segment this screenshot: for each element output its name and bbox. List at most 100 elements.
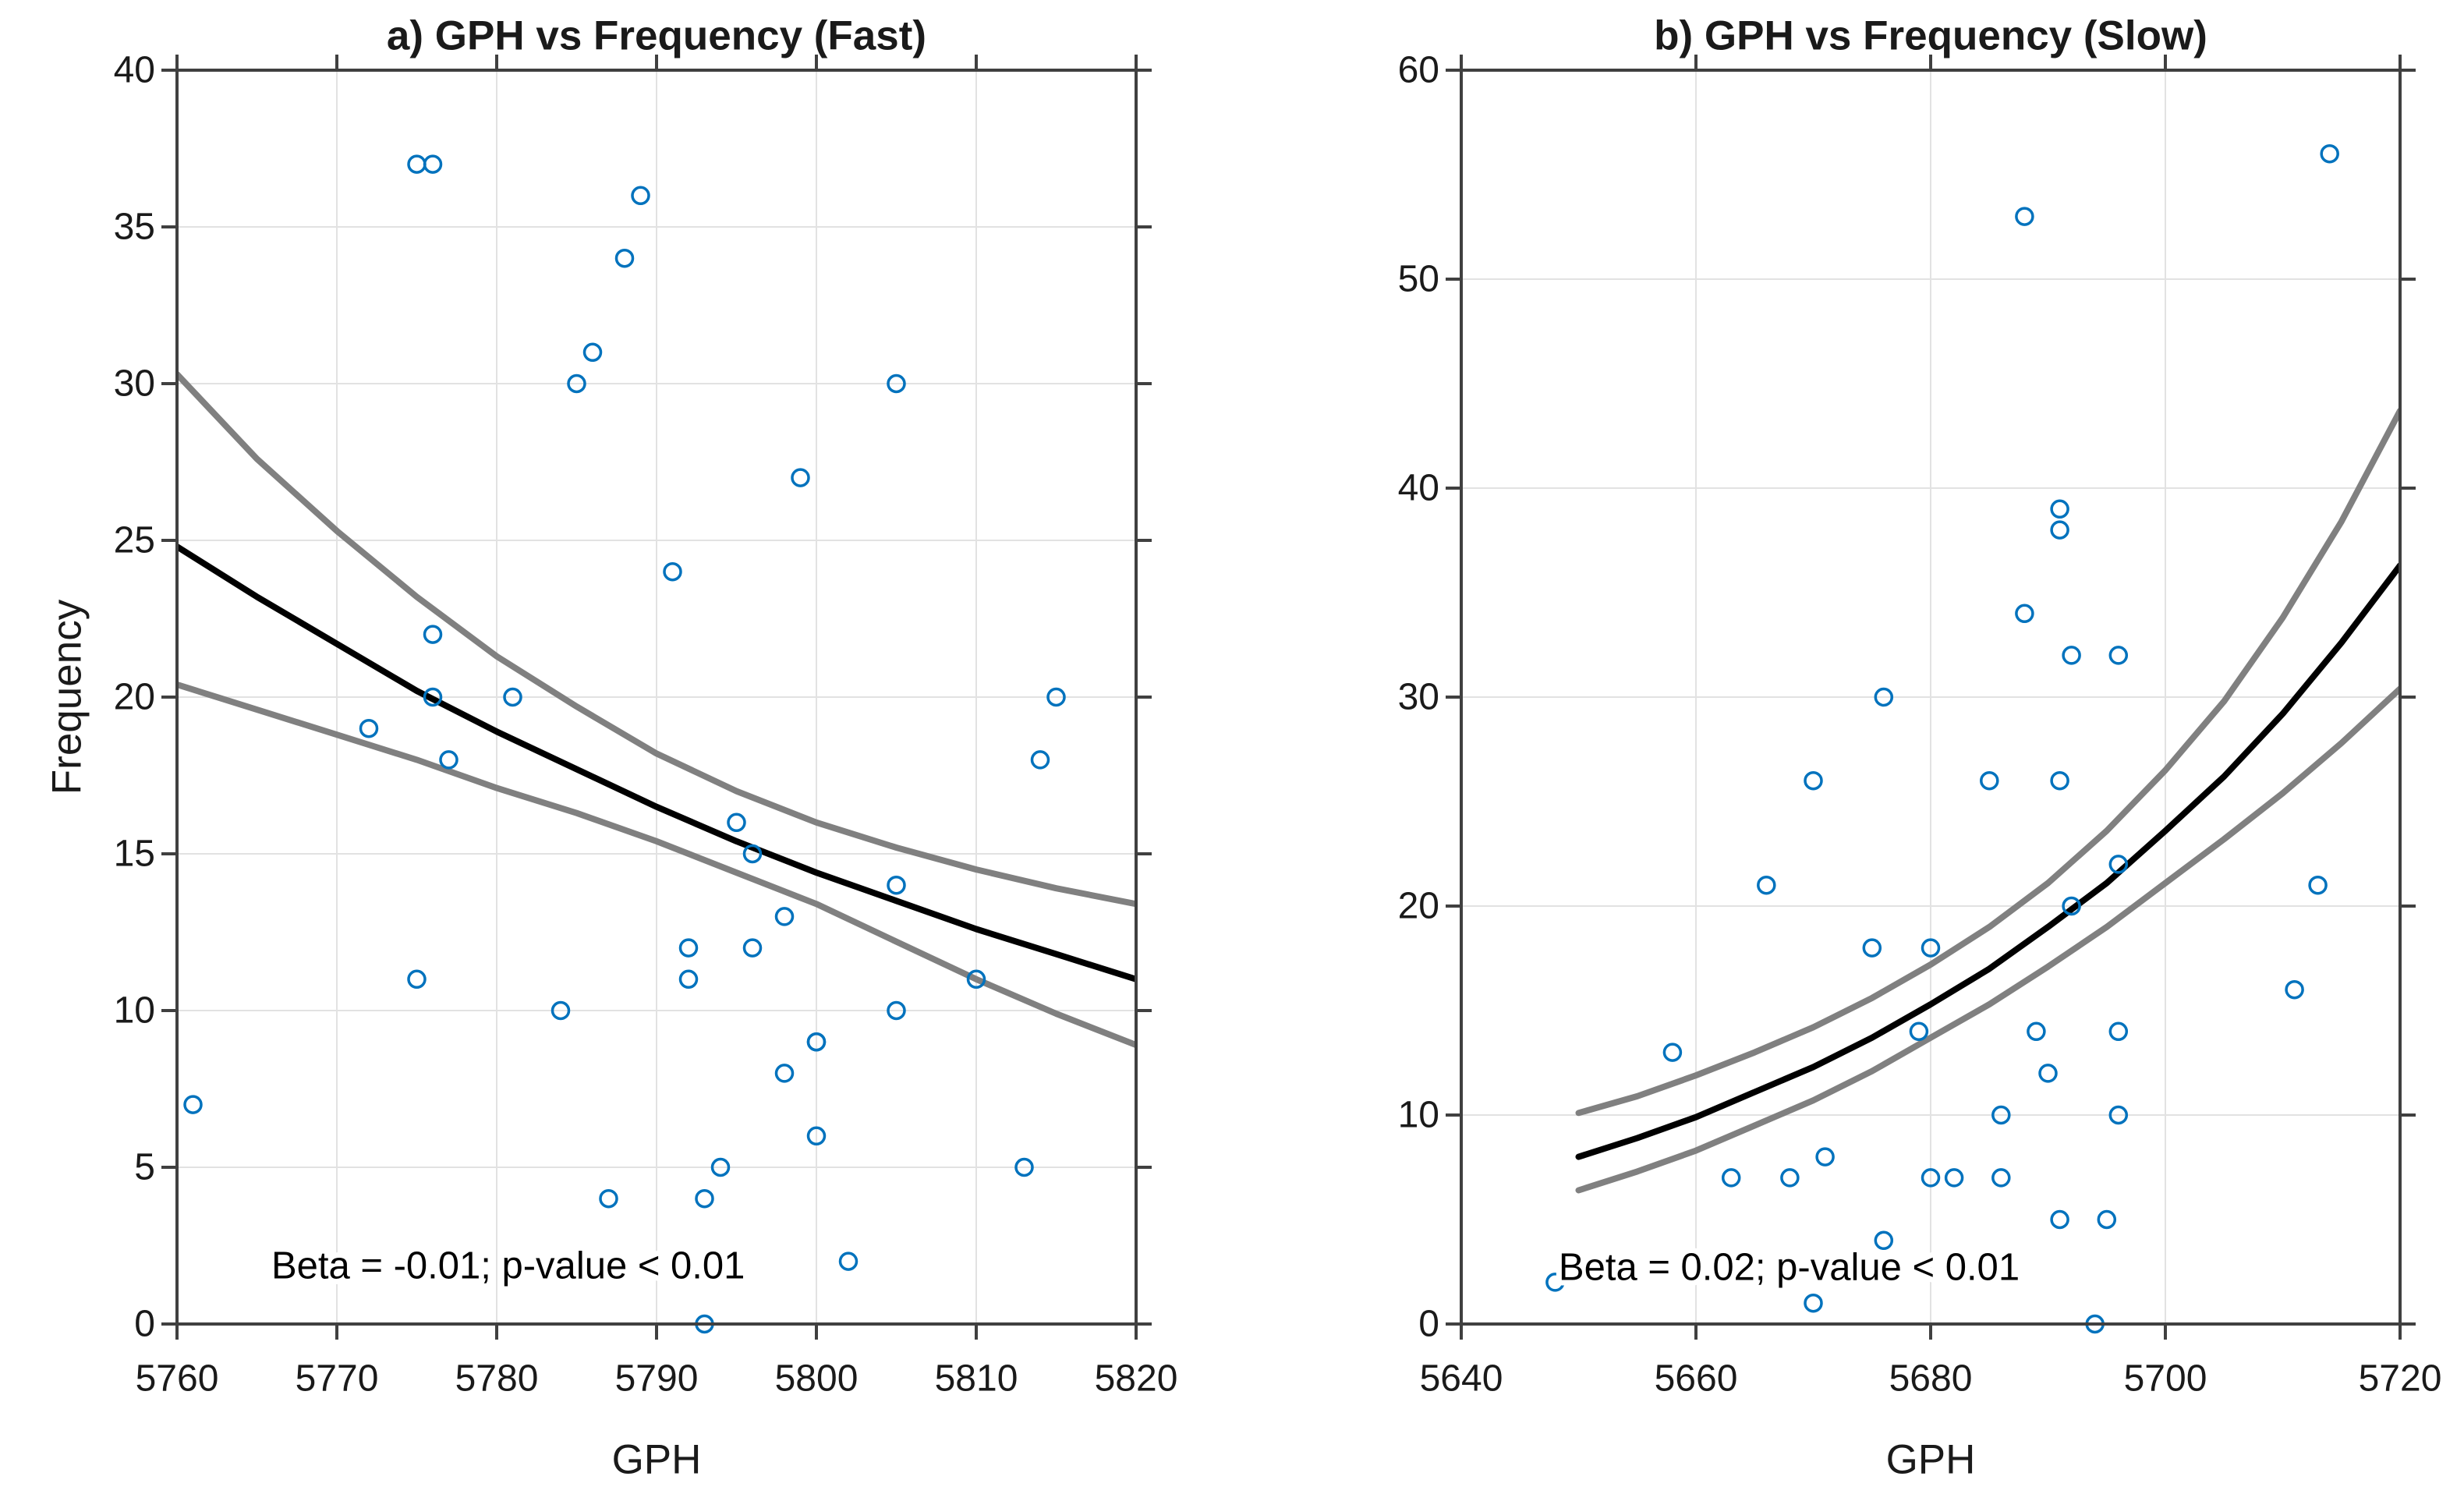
data-point [1980,770,1999,791]
ci-lower-line [177,681,1136,1049]
regression-curves [1575,407,2400,1194]
y-tick-label: 50 [1398,259,1439,300]
data-point [2015,604,2034,624]
data-point [1030,750,1050,770]
data-point [631,186,650,206]
panel-a: 5760 5770 5780 5790 5800 5810 5820 0 5 10 15 20 25 30… [44,13,1178,1483]
data-point [1874,687,1894,707]
ticks [1446,55,2416,1340]
beta-annotation: Beta = 0.02; p-value < 0.01 [1559,1247,2020,1289]
data-point [582,342,603,363]
data-point [1721,1168,1741,1188]
data-point [1921,1168,1941,1188]
data-point [407,154,427,174]
data-point [1804,1293,1823,1313]
data-point [791,468,810,487]
data-point [887,374,906,394]
data-point [2108,855,2129,874]
y-tick-label: 60 [1398,50,1439,91]
scatter-points [1545,143,2339,1334]
y-tick-label: 30 [114,363,155,405]
data-point [1815,1147,1835,1167]
x-tick-label: 5780 [455,1358,539,1400]
data-point [1662,1043,1683,1062]
y-tick-label: 25 [114,520,155,561]
data-point [2062,646,2081,665]
data-point [1909,1021,1929,1042]
ci-lower-line [1575,685,2400,1194]
data-point [1014,1157,1034,1177]
ci-upper-line [177,370,1136,908]
data-point [2050,499,2069,519]
x-tick-label: 5700 [2124,1358,2207,1400]
data-point [439,750,458,770]
y-tick-label: 0 [1418,1304,1439,1345]
data-point [838,1251,859,1271]
x-tick-label: 5800 [775,1358,859,1400]
data-point [1921,938,1941,958]
data-point [887,875,906,895]
data-point [2050,1209,2069,1230]
y-tick-label: 15 [114,834,155,875]
data-point [1545,1273,1565,1292]
data-point [2308,875,2328,895]
data-point [423,625,443,644]
x-tick-label: 5720 [2359,1358,2442,1400]
data-point [727,812,746,833]
y-tick-label: 40 [1398,468,1439,509]
grid [1461,70,2400,1324]
ci-upper-line [1575,407,2400,1117]
data-point [2015,207,2034,226]
data-point [2108,1021,2129,1042]
y-tick-label: 35 [114,207,155,248]
data-point [2050,520,2069,540]
panel-title: b) GPH vs Frequency (Slow) [1654,13,2207,59]
beta-annotation: Beta = -0.01; p-value < 0.01 [271,1245,745,1287]
data-point [551,1000,571,1021]
panel-title: a) GPH vs Frequency (Fast) [387,13,926,59]
data-point [423,687,443,707]
y-tick-label: 20 [1398,886,1439,927]
data-point [678,938,699,958]
data-point [887,1000,906,1021]
fit-line [177,543,1136,982]
y-tick-label: 5 [134,1147,155,1188]
data-point [423,154,443,174]
data-point [742,938,763,958]
panel-b: 5640 5660 5680 5700 5720 0 10 20 30 40 50 60 b) GPH … [1398,13,2442,1483]
data-point [2050,770,2069,791]
x-tick-label: 5810 [935,1358,1018,1400]
fit-line [1575,562,2400,1160]
data-point [1757,875,1776,895]
x-tick-label: 5640 [1420,1358,1503,1400]
x-tick-label: 5790 [615,1358,699,1400]
data-point [1804,770,1823,791]
x-axis-label: GPH [612,1437,702,1483]
scatter-points [183,154,1066,1334]
data-point [2285,979,2304,1000]
data-point [806,1032,827,1052]
data-point [806,1126,827,1146]
x-tick-label: 5760 [136,1358,219,1400]
data-point [678,969,699,990]
data-point [2108,646,2129,665]
y-tick-label: 20 [114,677,155,718]
data-point [183,1095,203,1114]
data-point [1874,1230,1894,1251]
data-point [614,248,635,268]
data-point [695,1188,714,1209]
y-tick-label: 10 [1398,1095,1439,1136]
data-point [1944,1168,1964,1188]
grid [177,70,1136,1324]
data-point [2320,143,2339,164]
x-tick-label: 5660 [1655,1358,1738,1400]
regression-curves [177,370,1136,1049]
data-point [774,1064,795,1083]
y-axis-label: Frequency [44,599,90,795]
data-point [1862,938,1882,958]
x-tick-label: 5680 [1889,1358,1973,1400]
data-point [407,969,427,990]
data-point [2062,896,2081,916]
